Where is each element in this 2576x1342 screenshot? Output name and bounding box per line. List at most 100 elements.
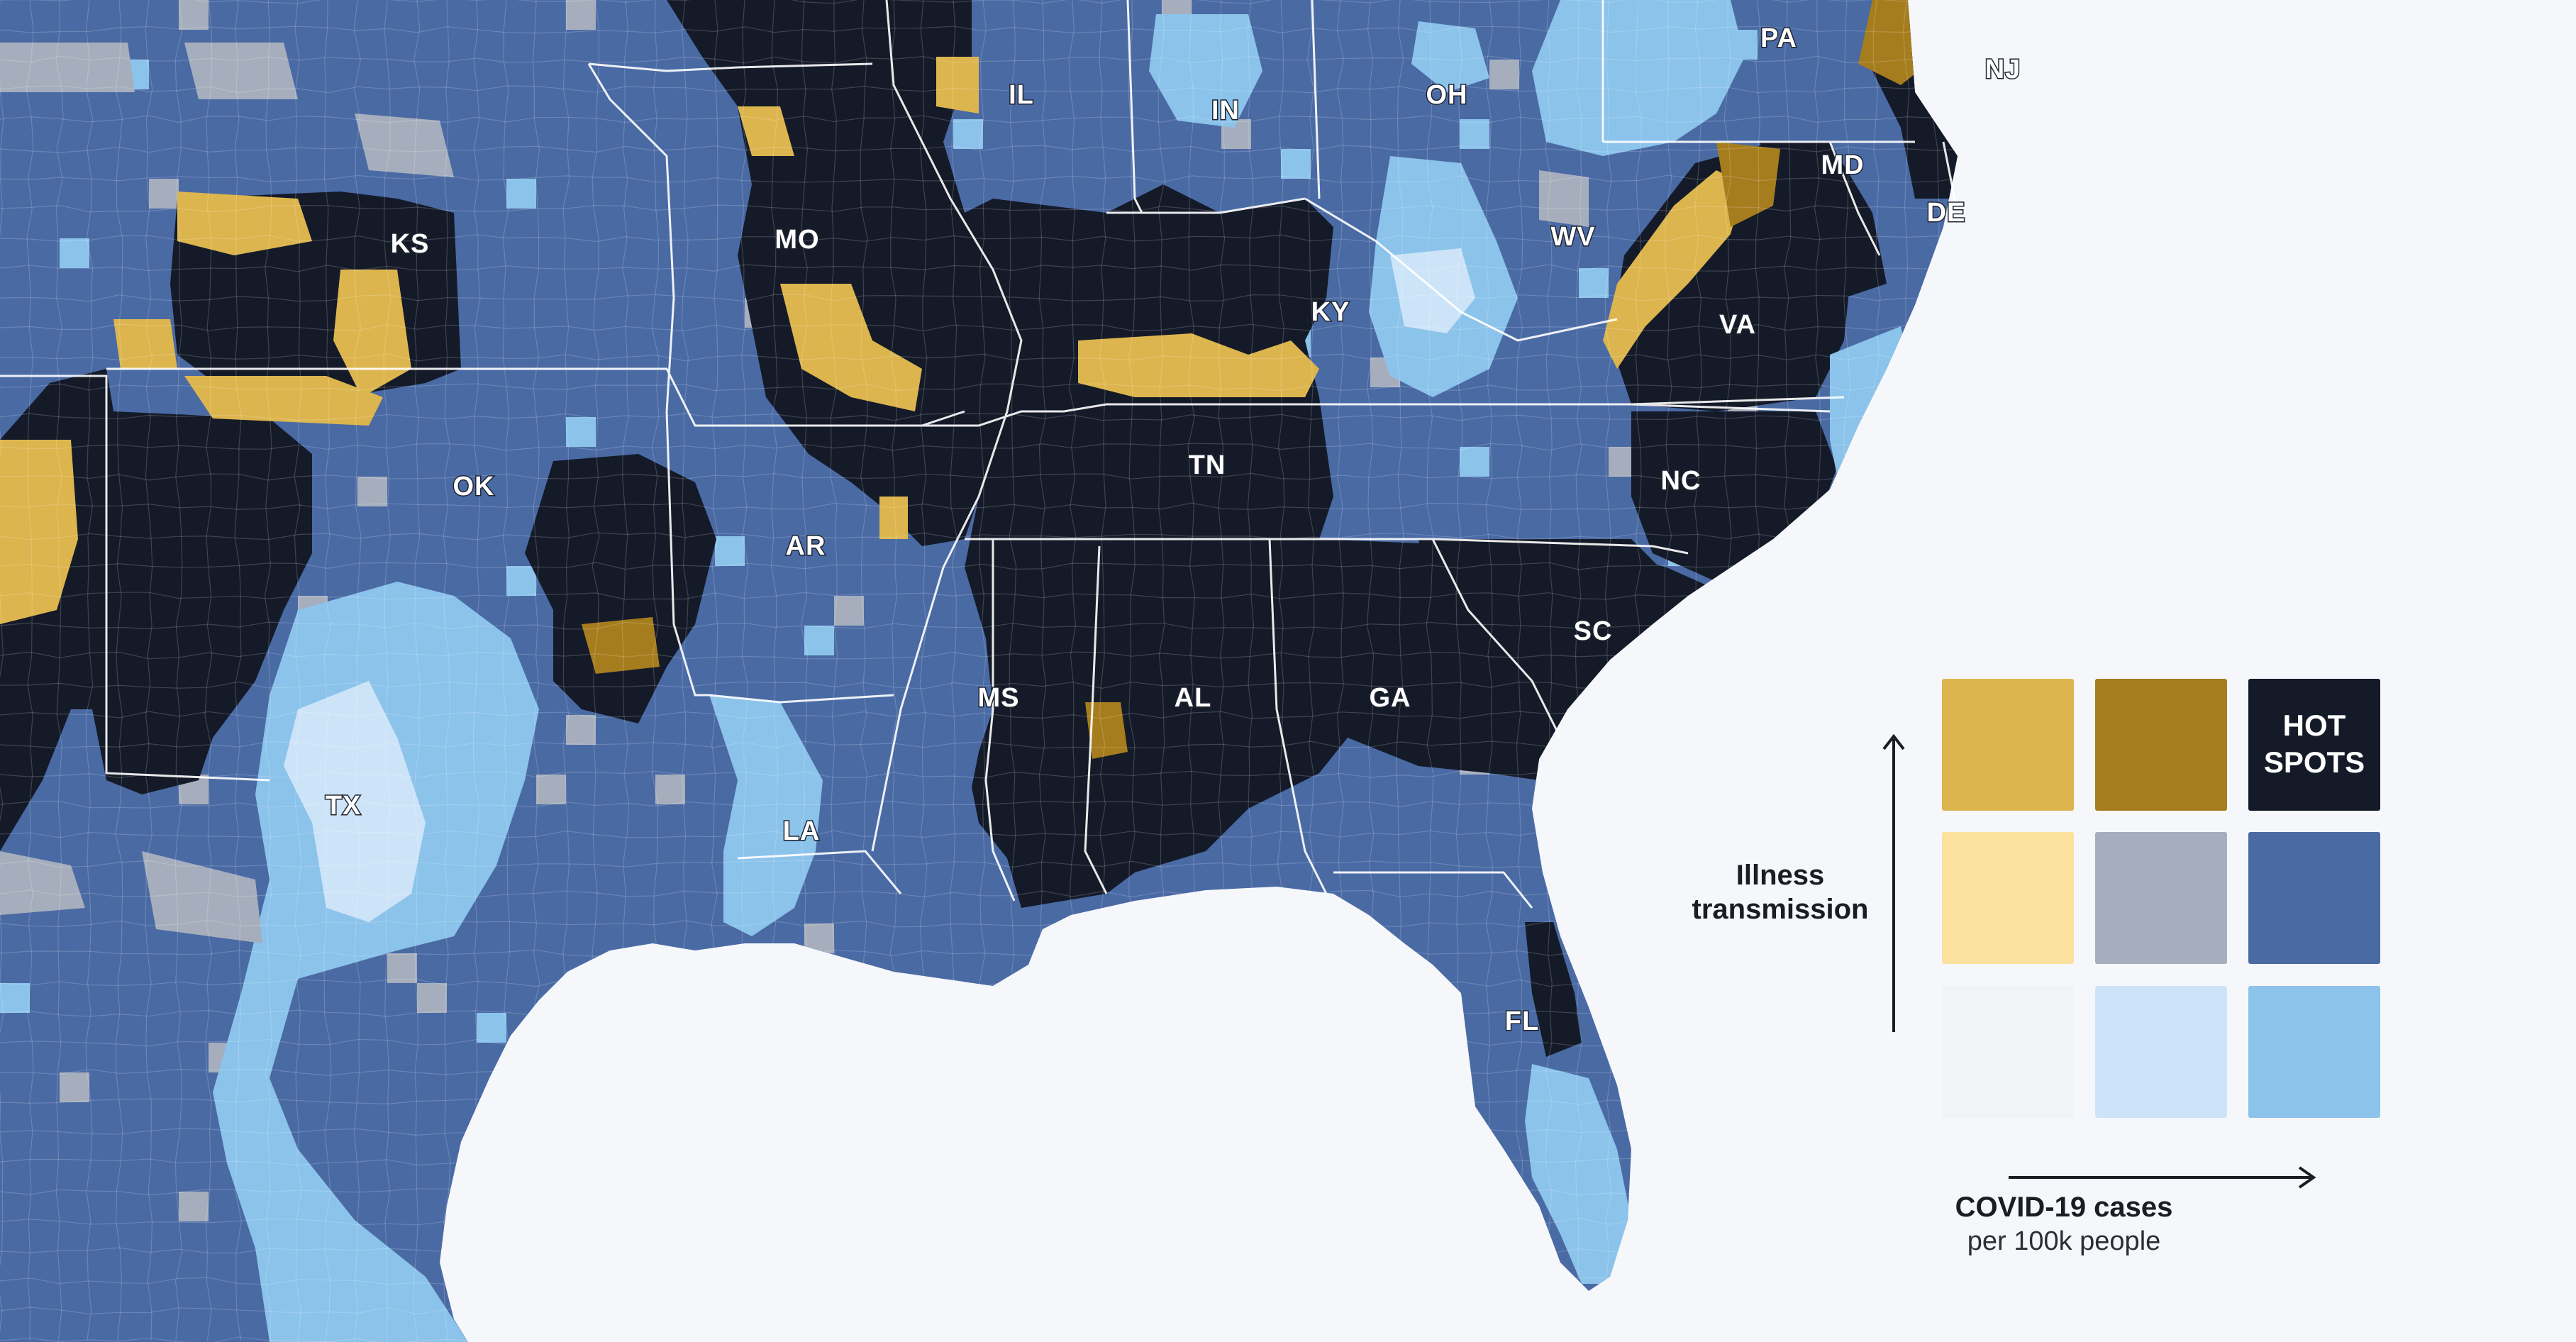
county-cell[interactable] (1489, 953, 1519, 983)
county-cell[interactable] (804, 864, 834, 894)
county-cell[interactable] (357, 0, 387, 30)
county-cell[interactable] (1519, 238, 1549, 268)
county-cell[interactable] (715, 536, 745, 566)
region-gray-4[interactable] (0, 851, 85, 915)
county-cell[interactable] (60, 1072, 89, 1102)
region-al-gold[interactable] (1085, 702, 1128, 759)
county-cell[interactable] (834, 804, 864, 834)
county-cell[interactable] (626, 357, 655, 387)
county-cell[interactable] (715, 179, 745, 209)
region-pa-light[interactable] (1532, 0, 1745, 156)
county-cell[interactable] (298, 983, 328, 1013)
county-cell[interactable] (387, 953, 417, 983)
county-cell[interactable] (89, 894, 119, 924)
region-va-gold[interactable] (1603, 170, 1745, 369)
region-in-light[interactable] (1149, 14, 1262, 128)
region-oh-north-light[interactable] (1411, 21, 1489, 92)
county-cell[interactable] (149, 1132, 179, 1162)
region-ks-gold-2[interactable] (113, 319, 177, 369)
county-cell[interactable] (864, 596, 894, 626)
region-fl-hotspot[interactable] (1525, 922, 1582, 1057)
region-md-hotspot[interactable] (1759, 142, 1887, 298)
county-cell[interactable] (60, 1013, 89, 1043)
county-cell[interactable] (506, 30, 536, 60)
county-cell[interactable] (715, 477, 745, 506)
region-midwest-hotspot[interactable] (667, 0, 1333, 546)
county-cell[interactable] (536, 834, 566, 864)
county-cell[interactable] (357, 477, 387, 506)
county-cell[interactable] (536, 775, 566, 804)
county-cell[interactable] (1221, 179, 1251, 209)
county-cell[interactable] (506, 179, 536, 209)
county-cell[interactable] (477, 89, 506, 119)
county-cell[interactable] (477, 1013, 506, 1043)
county-cell[interactable] (1400, 119, 1430, 149)
county-cell[interactable] (179, 953, 209, 983)
region-mo-gold-1[interactable] (738, 106, 794, 156)
county-cell[interactable] (328, 1132, 357, 1162)
county-cell[interactable] (1370, 30, 1400, 60)
county-cell[interactable] (685, 238, 715, 268)
county-cell[interactable] (536, 924, 566, 953)
region-tx-gold[interactable] (0, 440, 78, 624)
region-mo-gold-2[interactable] (780, 284, 922, 411)
county-cell[interactable] (566, 89, 596, 119)
county-cell[interactable] (0, 1162, 30, 1192)
region-gray-1[interactable] (0, 43, 135, 92)
county-cell[interactable] (179, 1192, 209, 1221)
county-cell[interactable] (0, 983, 30, 1013)
county-cell[interactable] (60, 775, 89, 804)
county-cell[interactable] (209, 745, 238, 775)
county-cell[interactable] (1906, 209, 1936, 238)
region-gray-2[interactable] (184, 43, 298, 99)
county-cell[interactable] (417, 447, 447, 477)
county-cell[interactable] (1281, 149, 1311, 179)
county-cell[interactable] (417, 983, 447, 1013)
region-gray-5[interactable] (142, 851, 262, 943)
county-cell[interactable] (655, 387, 685, 417)
region-tx-pale[interactable] (284, 681, 426, 922)
county-cell[interactable] (60, 238, 89, 268)
county-cell[interactable] (328, 1013, 357, 1043)
county-cell[interactable] (179, 0, 209, 30)
county-cell[interactable] (1311, 30, 1340, 60)
county-cell[interactable] (1460, 119, 1489, 149)
region-ks-gold-4[interactable] (184, 376, 383, 426)
county-cell[interactable] (89, 983, 119, 1013)
region-gray-3[interactable] (355, 113, 454, 177)
county-cell[interactable] (566, 715, 596, 745)
county-cell[interactable] (804, 626, 834, 655)
region-fl-light[interactable] (1525, 1064, 1631, 1284)
region-il-gold[interactable] (936, 57, 979, 113)
county-cell[interactable] (655, 775, 685, 804)
county-cell[interactable] (1489, 60, 1519, 89)
county-cell[interactable] (1579, 268, 1609, 298)
county-cell[interactable] (864, 685, 894, 715)
county-cell[interactable] (447, 447, 477, 477)
county-cell[interactable] (1192, 149, 1221, 179)
county-cell[interactable] (834, 655, 864, 685)
region-west-hotspot[interactable] (0, 369, 312, 851)
region-gray-6[interactable] (1539, 170, 1589, 227)
region-la-light[interactable] (709, 695, 823, 936)
county-cell[interactable] (596, 715, 626, 745)
county-cell[interactable] (1370, 447, 1400, 477)
county-cell[interactable] (864, 715, 894, 745)
county-cell[interactable] (566, 0, 596, 30)
county-cell[interactable] (506, 566, 536, 596)
county-cell[interactable] (834, 596, 864, 626)
county-cell[interactable] (536, 119, 566, 149)
county-cell[interactable] (149, 179, 179, 209)
county-cell[interactable] (1102, 149, 1132, 179)
region-mo-gold-3[interactable] (879, 497, 908, 539)
region-south-hotspot-east[interactable] (1419, 539, 1688, 773)
county-cell[interactable] (953, 834, 983, 864)
county-cell[interactable] (1043, 149, 1072, 179)
county-cell[interactable] (506, 953, 536, 983)
county-cell[interactable] (387, 387, 417, 417)
county-cell[interactable] (953, 119, 983, 149)
region-ks-gold-1[interactable] (177, 192, 312, 255)
county-cell[interactable] (596, 179, 626, 209)
region-va-hotspot[interactable] (1610, 142, 1851, 411)
